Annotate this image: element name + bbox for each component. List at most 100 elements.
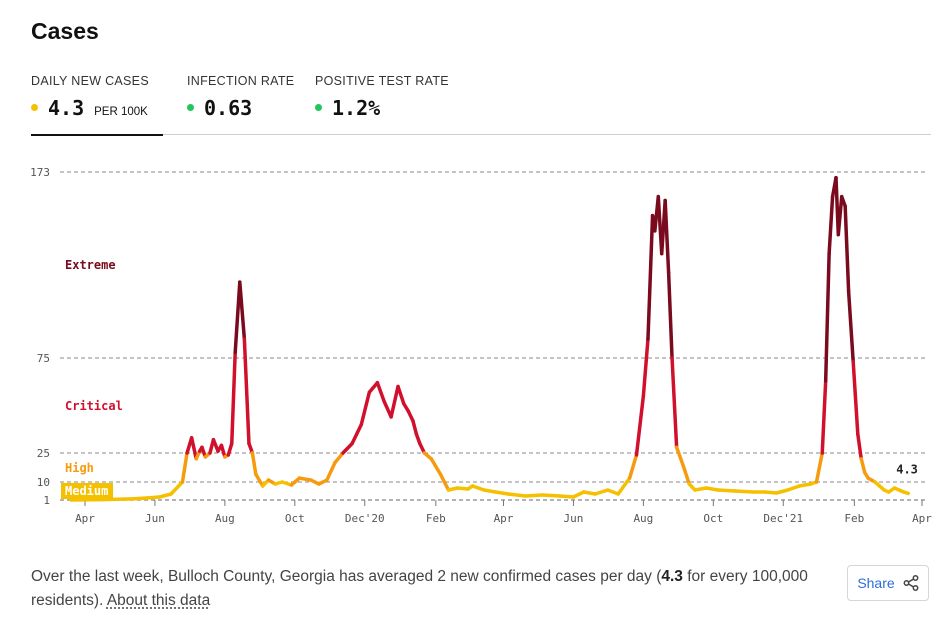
end-value-label: 4.3 (896, 462, 918, 476)
x-tick-label: Oct (703, 512, 723, 525)
series-segment (827, 194, 835, 256)
summary-text: Over the last week, Bulloch County, Geor… (31, 565, 811, 613)
x-tick-label: Jun (145, 512, 165, 525)
tab-value: 0.63 (204, 96, 253, 120)
series-segment (429, 457, 443, 477)
series-segment (406, 409, 415, 423)
series-segment (716, 488, 737, 493)
tab-label: POSITIVE TEST RATE (315, 74, 449, 88)
series-segment (523, 493, 545, 498)
about-data-link[interactable]: About this data (106, 592, 211, 609)
series-segment (627, 453, 639, 480)
y-tick-label: 25 (37, 447, 50, 460)
series-segment (774, 488, 790, 495)
series-segment (127, 496, 149, 501)
series-segment (506, 492, 528, 498)
series-segment (396, 384, 406, 406)
series-segment (641, 337, 650, 398)
series-segment (375, 380, 387, 404)
series-segment (418, 441, 427, 455)
series-segment (333, 451, 345, 465)
series-segment (180, 451, 189, 484)
tab-unit: PER 100K (94, 106, 148, 118)
y-tick-label: 75 (37, 352, 50, 365)
y-tick-label: 10 (37, 476, 50, 489)
series-segment (786, 484, 802, 492)
series-segment (254, 472, 265, 488)
series-segment (482, 488, 498, 494)
series-segment (189, 436, 198, 461)
series-segment (666, 270, 674, 360)
series-segment (99, 497, 132, 502)
x-tick-label: Feb (844, 512, 864, 525)
series-segment (325, 460, 337, 482)
series-segment (693, 486, 709, 492)
x-tick-label: Aug (633, 512, 653, 525)
series-segment (856, 432, 863, 461)
series-segment (606, 488, 620, 496)
status-dot-icon (31, 104, 38, 111)
series-segment (733, 489, 756, 494)
series-segment (389, 384, 400, 419)
x-tick-label: Apr (75, 512, 95, 525)
series-segment (367, 380, 380, 394)
series-segment (901, 490, 910, 496)
summary-prefix: Over the last week, Bulloch County, Geor… (31, 568, 662, 585)
x-tick-label: Dec'20 (345, 512, 385, 525)
tab-daily-new-cases[interactable]: DAILY NEW CASES 4.3 PER 100K (31, 72, 163, 136)
zone-label: High (65, 461, 94, 475)
series-segment (843, 204, 851, 294)
status-dot-icon (187, 104, 194, 111)
series-segment (571, 490, 586, 499)
share-button[interactable]: Share (847, 565, 929, 601)
share-icon (903, 575, 919, 591)
tab-value: 1.2% (332, 96, 381, 120)
series-segment (493, 490, 510, 496)
status-dot-icon (315, 104, 322, 111)
x-tick-label: Jun (564, 512, 584, 525)
x-tick-label: Aug (215, 512, 235, 525)
metric-tabs: DAILY NEW CASES 4.3 PER 100K INFECTION R… (31, 72, 931, 136)
series-segment (145, 495, 162, 500)
x-tick-label: Feb (426, 512, 446, 525)
series-segment (823, 251, 831, 383)
series-segment (616, 476, 632, 496)
series-segment (230, 350, 237, 446)
series-segment (289, 476, 302, 487)
series-segment (704, 486, 720, 492)
series-segment (350, 422, 364, 446)
zone-label: Medium (65, 484, 108, 498)
x-tick-label: Apr (494, 512, 514, 525)
tab-label: INFECTION RATE (187, 74, 295, 88)
series-segment (670, 356, 679, 450)
series-segment (846, 289, 855, 364)
series-segment (763, 490, 779, 495)
series-segment (582, 490, 597, 496)
series-segment (359, 390, 372, 427)
zone-label: Extreme (65, 258, 116, 272)
series-segment (297, 476, 313, 482)
tab-infection-rate[interactable]: INFECTION RATE 0.63 (187, 72, 297, 134)
series-segment (797, 482, 813, 488)
daily-cases-chart: 1 10 25 75 173 Apr Jun Aug Oct Dec'20 Feb Apr Jun Aug… (30, 166, 932, 525)
x-tick-label: Dec'21 (763, 512, 803, 525)
series-segment (250, 451, 258, 477)
share-label: Share (857, 575, 895, 591)
series-segment (646, 213, 655, 341)
x-tick-label: Oct (285, 512, 305, 525)
series-segment (593, 488, 610, 496)
series-segment (470, 484, 486, 492)
series-segment (820, 379, 828, 455)
summary-value: 4.3 (661, 568, 683, 585)
summary-suffix: for every 100,000 residents). (31, 568, 808, 609)
y-tick-label: 173 (30, 166, 50, 179)
tab-positive-test-rate[interactable]: POSITIVE TEST RATE 1.2% (315, 72, 455, 134)
series-segment (674, 445, 686, 469)
series-segment (238, 280, 247, 341)
series-segment (157, 492, 173, 499)
tab-label: DAILY NEW CASES (31, 74, 149, 88)
tab-value: 4.3 (48, 96, 85, 120)
zone-label: Critical (65, 399, 123, 413)
series-segment (634, 394, 646, 457)
series-segment (663, 198, 671, 275)
